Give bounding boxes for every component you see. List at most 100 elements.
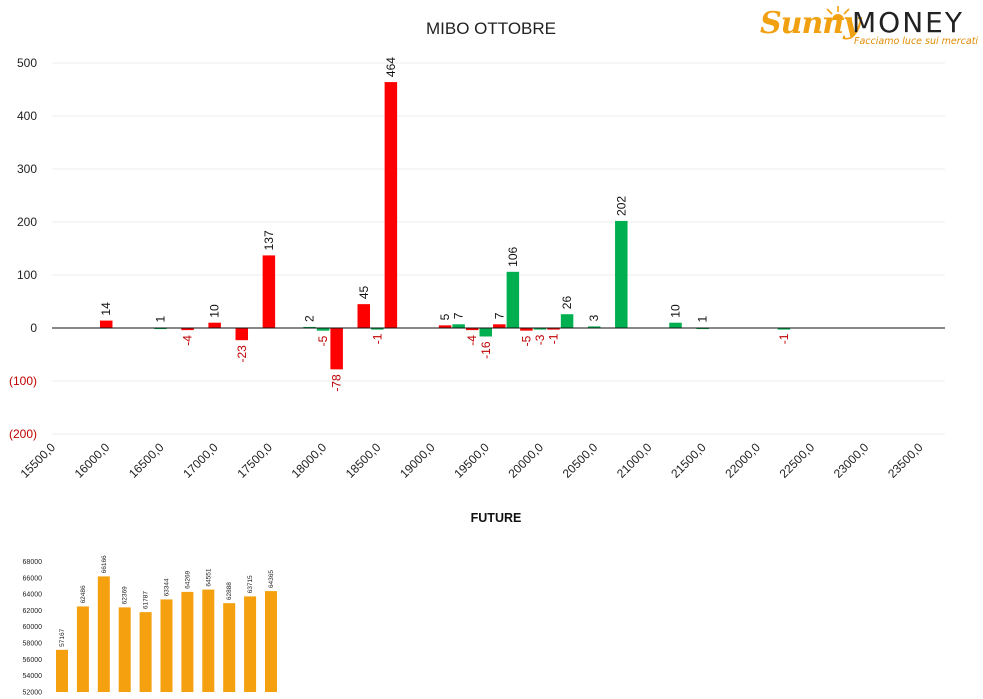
data-label: -5	[316, 335, 330, 346]
x-tick-label: 17500,0	[234, 440, 275, 481]
y-tick-label: 60000	[23, 624, 43, 631]
data-label: 1	[696, 315, 710, 322]
x-tick-label: 22000,0	[722, 440, 763, 481]
x-tick-label: 23000,0	[831, 440, 872, 481]
x-tick-label: 16000,0	[72, 440, 113, 481]
data-label: 61787	[143, 591, 150, 609]
x-tick-label: 15500,0	[18, 440, 59, 481]
y-tick-label: 300	[17, 162, 37, 176]
data-label: 2	[303, 315, 317, 322]
x-tick-label: 17000,0	[180, 440, 221, 481]
y-tick-label: 68000	[23, 559, 43, 566]
y-tick-label: 500	[17, 56, 37, 70]
x-tick-label: 22500,0	[777, 440, 818, 481]
data-label: -1	[777, 333, 791, 344]
bar	[777, 328, 791, 330]
y-tick-label: 66000	[23, 575, 43, 582]
x-tick-label: 18500,0	[343, 440, 384, 481]
y-tick-label: 62000	[23, 608, 43, 615]
y-tick-label: 64000	[23, 592, 43, 599]
sun-icon	[823, 6, 853, 20]
data-label: 63715	[247, 575, 254, 593]
data-label: 10	[208, 304, 222, 318]
logo-text-sunny: Sunny	[760, 6, 861, 41]
y-tick-label: (200)	[9, 427, 37, 441]
logo-tagline: Facciamo luce sui mercati	[854, 36, 979, 47]
data-label: 62369	[122, 586, 129, 604]
bar	[330, 328, 343, 370]
bar	[357, 304, 371, 328]
chart-title: FUTURE	[471, 511, 522, 525]
bar	[56, 649, 68, 692]
bar	[479, 328, 492, 337]
data-label: 1	[153, 315, 167, 322]
data-label: -3	[533, 334, 547, 345]
bar	[520, 328, 533, 331]
bar	[181, 591, 194, 692]
x-tick-label: 20500,0	[560, 440, 601, 481]
data-label: 57167	[59, 628, 66, 646]
bar	[139, 612, 152, 692]
bar	[118, 607, 131, 692]
data-label: -78	[330, 374, 344, 392]
data-label: 26	[560, 296, 574, 310]
bar	[160, 599, 173, 692]
data-label: -4	[181, 335, 195, 346]
data-label: 14	[99, 302, 113, 316]
bar	[560, 314, 574, 328]
bar	[265, 591, 277, 692]
bar	[384, 82, 398, 328]
sunny-money-logo: Sunny MONEY Facciamo luce sui mercati	[758, 4, 980, 48]
bar	[235, 328, 249, 341]
bar	[316, 328, 330, 331]
data-label: 62888	[226, 582, 233, 600]
data-label: 7	[452, 312, 466, 319]
data-label: -5	[519, 335, 533, 346]
data-label: 62486	[80, 585, 87, 603]
bar	[262, 255, 276, 328]
bar	[208, 322, 221, 328]
bar	[587, 326, 601, 329]
bar	[547, 328, 560, 330]
y-tick-label: 400	[17, 109, 37, 123]
y-tick-label: 54000	[23, 673, 43, 680]
data-label: 137	[262, 230, 276, 250]
bar	[76, 606, 89, 692]
data-label: 64365	[268, 570, 275, 588]
bar	[669, 322, 682, 328]
data-label: -1	[370, 333, 384, 344]
x-tick-label: 18000,0	[289, 440, 330, 481]
main-chart: MIBO OTTOBRE(200)(100)010020030040050014…	[9, 19, 945, 481]
data-label: 106	[506, 246, 520, 266]
bar	[371, 328, 384, 330]
data-label: 464	[384, 57, 398, 77]
data-label: 3	[587, 314, 601, 321]
y-tick-label: 100	[17, 268, 37, 282]
y-tick-label: 0	[30, 321, 37, 335]
x-tick-label: 21500,0	[668, 440, 709, 481]
data-label: 7	[492, 312, 506, 319]
x-tick-label: 19500,0	[451, 440, 492, 481]
bar	[244, 596, 257, 692]
y-tick-label: 200	[17, 215, 37, 229]
data-label: -4	[465, 335, 479, 346]
data-label: -1	[547, 333, 561, 344]
bar	[533, 328, 547, 330]
data-label: 45	[357, 285, 371, 299]
bar	[452, 324, 465, 328]
y-tick-label: 58000	[23, 641, 43, 648]
bar	[202, 589, 215, 692]
data-label: 10	[669, 304, 683, 318]
y-tick-label: 52000	[23, 690, 43, 697]
x-tick-label: 23500,0	[885, 440, 926, 481]
x-tick-label: 20000,0	[506, 440, 547, 481]
x-tick-label: 19000,0	[397, 440, 438, 481]
bar	[465, 328, 479, 331]
bar	[438, 325, 452, 328]
data-label: 63344	[164, 578, 171, 596]
bar	[506, 271, 520, 328]
data-label: 202	[614, 196, 628, 216]
y-tick-label: 56000	[23, 657, 43, 664]
logo-text-money: MONEY	[852, 6, 964, 39]
